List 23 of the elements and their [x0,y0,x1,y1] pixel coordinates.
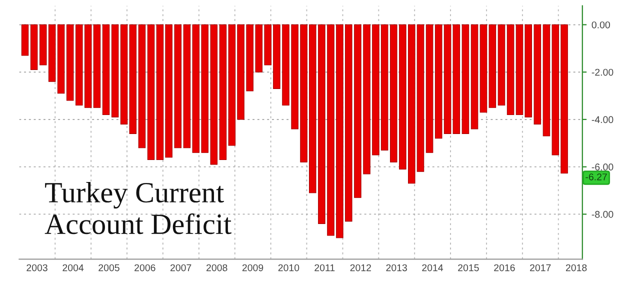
y-tick-label: 0.00 [592,21,610,28]
y-tick-label: -8.00 [592,210,614,218]
x-tick-label: 2004 [62,264,84,272]
x-tick-label: 2017 [530,264,551,272]
text: Turkey Current Account Deficit [44,182,232,234]
x-tick-label: 2011 [314,264,335,272]
x-tick-label: 2005 [98,264,120,272]
x-tick-label: 2015 [458,264,479,272]
x-tick-label: 2010 [278,264,300,272]
y-tick-label: -4.00 [592,116,614,124]
x-tick-label: 2008 [206,264,228,272]
x-tick-label: 2007 [170,264,192,272]
annotation: -6.27 [586,173,607,180]
y-tick-label: -6.00 [592,164,614,170]
x-tick-label: 2013 [386,264,407,272]
x-tick-label: 2006 [134,264,156,272]
x-tick-label: 2018 [566,264,587,272]
x-tick-label: 2016 [494,264,515,272]
x-tick-label: 2003 [26,264,48,272]
x-tick-label: 2014 [422,264,444,272]
y-tick-label: -2.00 [592,68,614,76]
x-tick-label: 2009 [242,264,264,272]
x-tick-label: 2012 [350,264,371,272]
